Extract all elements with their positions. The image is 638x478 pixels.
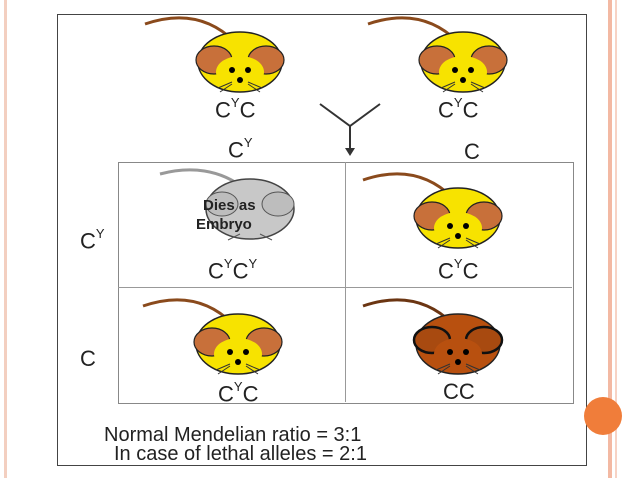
row-header-2: C [80,346,96,371]
offspring-mouse-bl [142,298,283,375]
punnett-square [118,162,574,404]
slide-border-right [608,0,612,478]
cell-genotype-bl: CYC [218,379,259,407]
cell-genotype-br: CC [443,379,475,404]
punnett-divider-vertical [345,162,346,402]
embryo-note-line-2: Embryo [196,216,252,233]
embryo-mouse-gray [159,168,295,241]
cell-genotype-tr: CYC [438,256,479,284]
punnett-divider-horizontal [118,287,572,288]
column-header-2: C [464,139,480,164]
offspring-mouse-tr [362,172,503,249]
ratio-lethal: In case of lethal alleles = 2:1 [114,443,367,465]
cross-arrow-icon [319,103,381,156]
parent-mouse-right [367,16,508,93]
diagram-panel [57,14,587,466]
parent-mouse-left [144,16,285,93]
row-header-1: CY [80,226,105,254]
slide-border-right-inner [615,0,617,478]
parent-left-genotype: CYC [215,95,256,123]
column-header-1: CY [228,135,253,163]
slide-accent-dot [584,397,622,435]
ratio-normal: Normal Mendelian ratio = 3:1 [104,424,362,446]
cell-genotype-tl: CYCY [208,256,258,284]
offspring-mouse-br [362,298,504,375]
embryo-note-line-1: Dies as [203,197,256,214]
slide-border-left [4,0,7,478]
parent-right-genotype: CYC [438,95,479,123]
